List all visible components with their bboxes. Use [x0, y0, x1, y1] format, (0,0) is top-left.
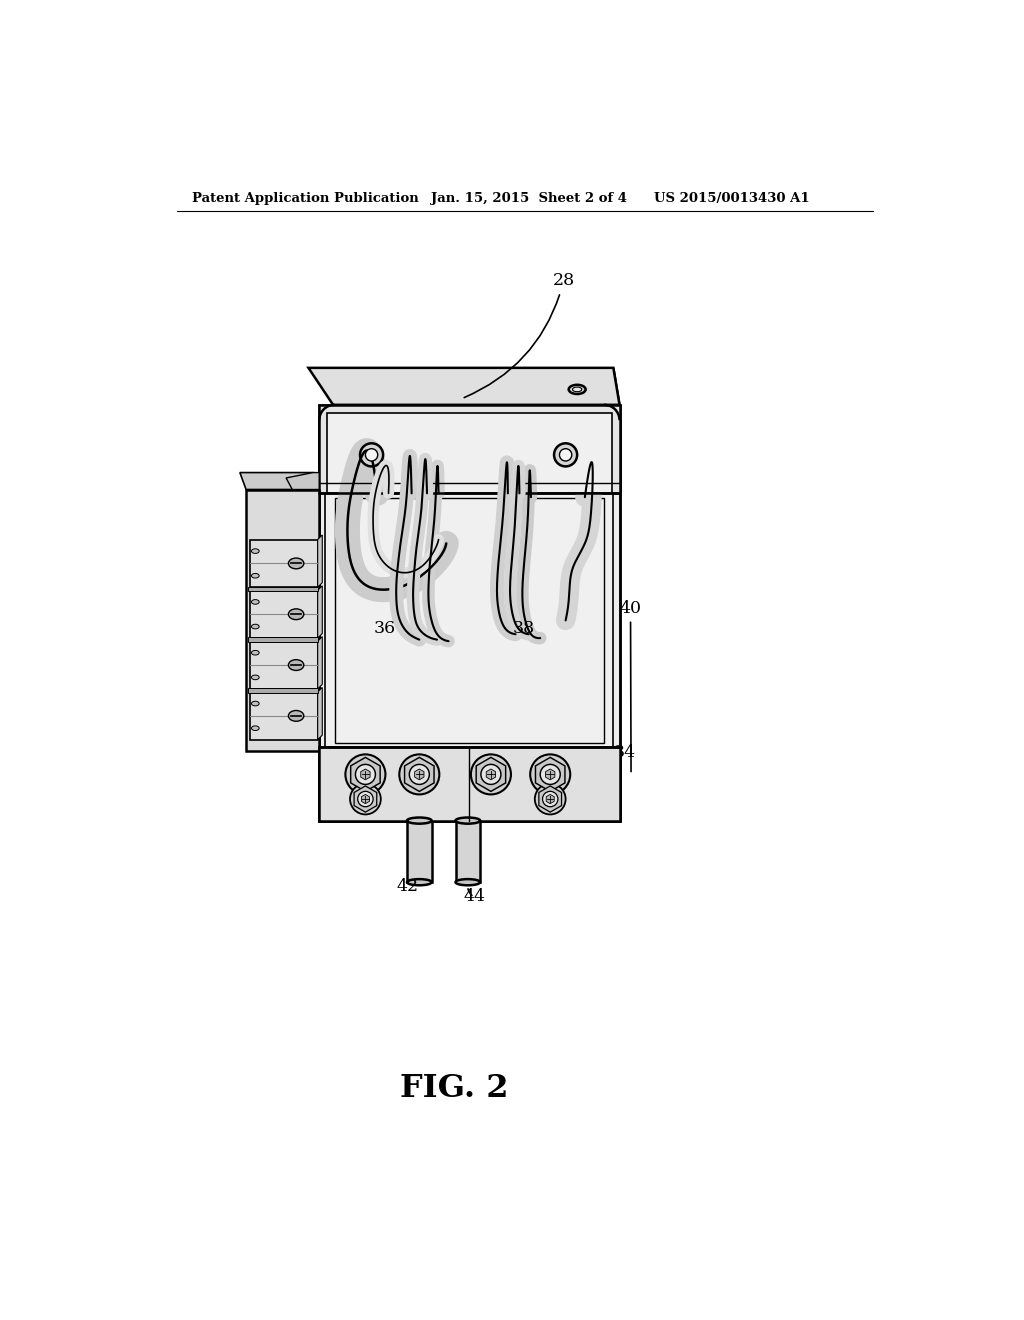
Polygon shape	[319, 405, 620, 494]
Polygon shape	[319, 747, 620, 821]
Circle shape	[543, 792, 558, 807]
Polygon shape	[250, 642, 317, 689]
Polygon shape	[250, 692, 317, 739]
Ellipse shape	[289, 660, 304, 671]
Polygon shape	[546, 795, 554, 804]
Polygon shape	[250, 540, 317, 587]
Text: 28: 28	[464, 272, 574, 397]
Ellipse shape	[289, 609, 304, 619]
Text: Jan. 15, 2015  Sheet 2 of 4: Jan. 15, 2015 Sheet 2 of 4	[431, 191, 627, 205]
Ellipse shape	[252, 726, 259, 730]
Polygon shape	[319, 405, 620, 821]
Ellipse shape	[252, 651, 259, 655]
Polygon shape	[407, 821, 432, 882]
Circle shape	[554, 444, 578, 466]
Ellipse shape	[252, 675, 259, 680]
Ellipse shape	[252, 573, 259, 578]
Text: 30: 30	[245, 486, 328, 503]
Polygon shape	[546, 770, 555, 780]
Polygon shape	[308, 368, 620, 405]
Polygon shape	[456, 821, 480, 882]
Polygon shape	[317, 535, 323, 587]
Polygon shape	[317, 688, 323, 739]
Ellipse shape	[252, 701, 259, 706]
Text: 42: 42	[396, 878, 419, 895]
Polygon shape	[486, 770, 496, 780]
Polygon shape	[415, 770, 424, 780]
Polygon shape	[354, 785, 377, 812]
Polygon shape	[317, 636, 323, 689]
Polygon shape	[327, 412, 611, 494]
Circle shape	[535, 784, 565, 814]
Polygon shape	[536, 758, 565, 792]
Ellipse shape	[456, 817, 480, 824]
Ellipse shape	[252, 549, 259, 553]
Polygon shape	[476, 758, 506, 792]
Polygon shape	[250, 590, 317, 638]
Polygon shape	[248, 638, 318, 642]
Polygon shape	[248, 586, 318, 591]
Ellipse shape	[568, 385, 586, 395]
Polygon shape	[317, 586, 323, 638]
Ellipse shape	[407, 817, 432, 824]
Text: 38: 38	[512, 619, 535, 636]
Text: FIG. 2: FIG. 2	[399, 1073, 508, 1104]
Ellipse shape	[572, 387, 582, 392]
Circle shape	[541, 764, 560, 784]
Polygon shape	[539, 785, 561, 812]
Polygon shape	[317, 482, 319, 751]
Circle shape	[360, 444, 383, 466]
Polygon shape	[613, 368, 620, 821]
Circle shape	[399, 755, 439, 795]
Circle shape	[355, 764, 376, 784]
Ellipse shape	[289, 558, 304, 569]
Ellipse shape	[252, 624, 259, 628]
Text: US 2015/0013430 A1: US 2015/0013430 A1	[654, 191, 810, 205]
Circle shape	[345, 755, 385, 795]
Polygon shape	[326, 494, 613, 747]
Polygon shape	[246, 490, 319, 751]
Ellipse shape	[456, 879, 480, 886]
Circle shape	[530, 755, 570, 795]
Circle shape	[471, 755, 511, 795]
Ellipse shape	[289, 710, 304, 721]
Polygon shape	[360, 770, 370, 780]
Ellipse shape	[252, 599, 259, 605]
Circle shape	[481, 764, 501, 784]
Circle shape	[559, 449, 571, 461]
Ellipse shape	[407, 879, 432, 886]
Text: Patent Application Publication: Patent Application Publication	[193, 191, 419, 205]
Circle shape	[357, 792, 373, 807]
Circle shape	[410, 764, 429, 784]
Circle shape	[350, 784, 381, 814]
Polygon shape	[240, 473, 319, 490]
Polygon shape	[286, 473, 319, 490]
Text: 34: 34	[599, 744, 636, 783]
Polygon shape	[350, 758, 380, 792]
Text: 36: 36	[374, 619, 395, 636]
Text: 40: 40	[620, 599, 641, 772]
Polygon shape	[361, 795, 370, 804]
Text: 44: 44	[463, 888, 485, 906]
Polygon shape	[248, 688, 318, 693]
Circle shape	[366, 449, 378, 461]
Polygon shape	[404, 758, 434, 792]
